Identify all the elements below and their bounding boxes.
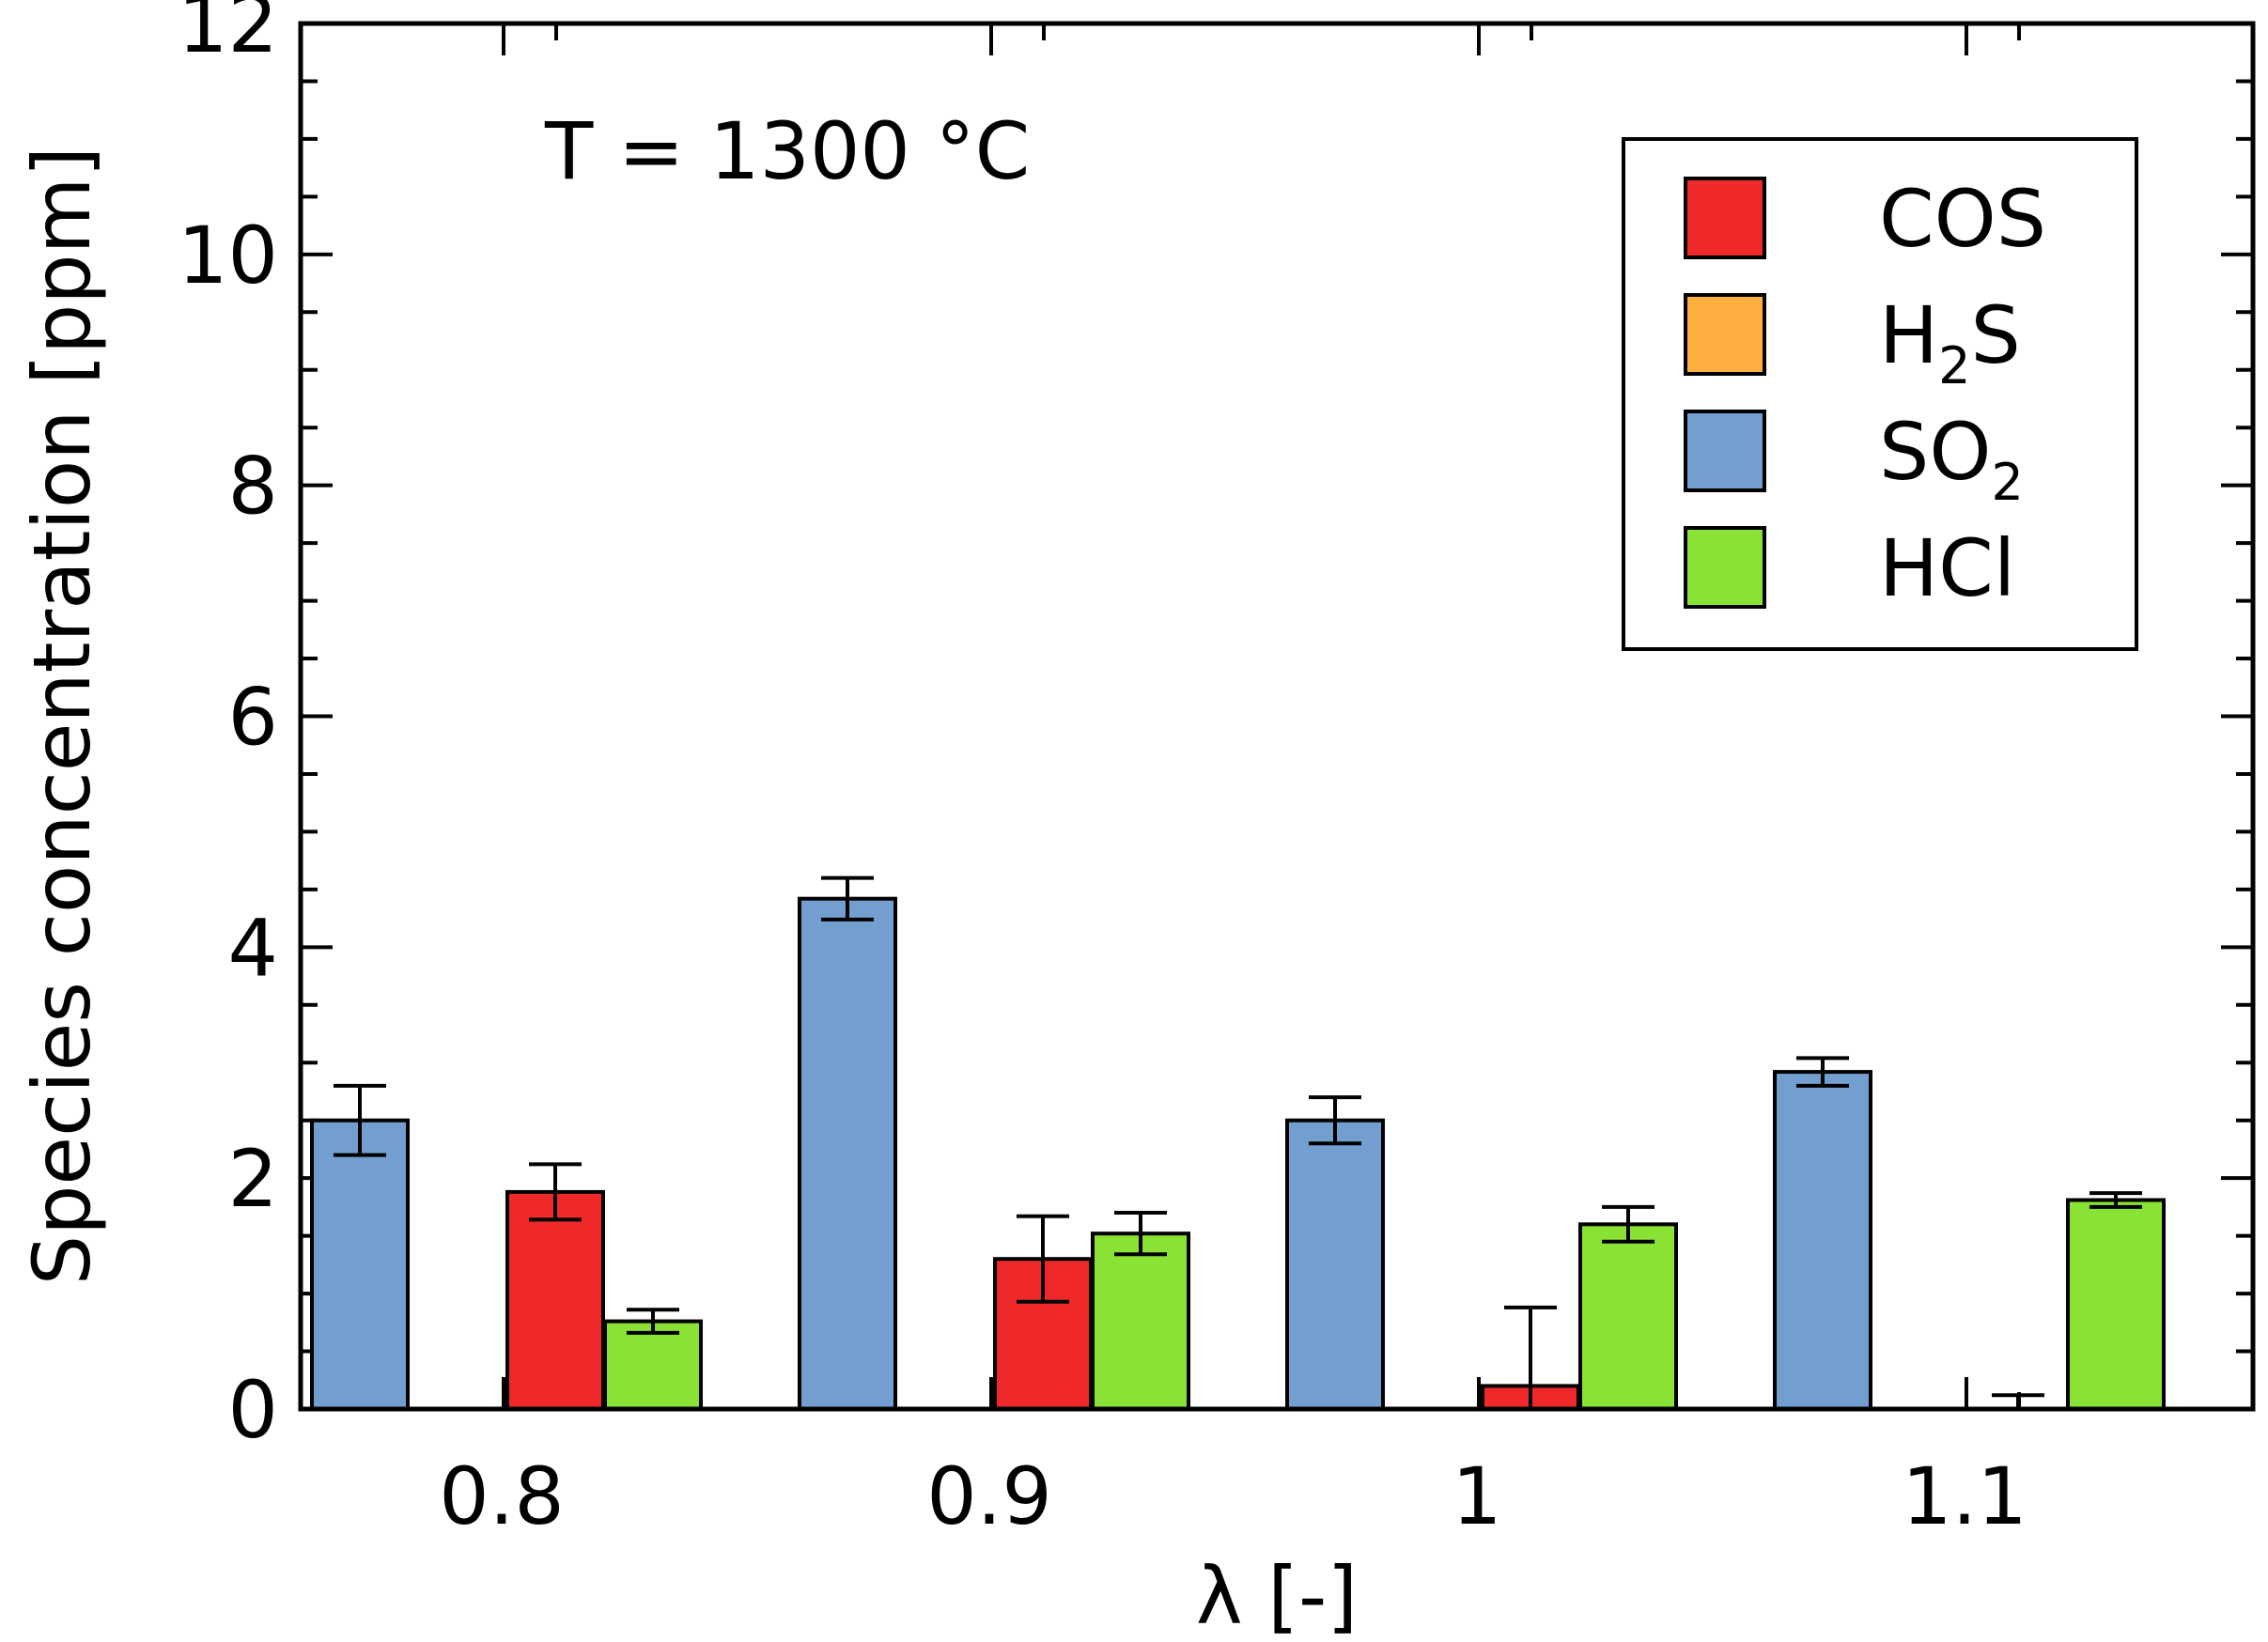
legend-item-hcl: HCl [1684, 522, 2015, 614]
legend-swatch [1684, 177, 1766, 259]
y-tick-label: 4 [228, 902, 278, 994]
error-bar-cos-1 [1504, 1305, 1557, 1409]
bar-hcl-1 [1578, 1222, 1678, 1412]
legend-item-cos: COS [1684, 173, 2046, 265]
tick-labels: 0 2 4 6 8 10 12 0.8 0.9 1 1.1 [178, 0, 2027, 1542]
x-tick-label: 1.1 [1902, 1450, 2027, 1542]
legend-item-so2: SO2 [1684, 406, 2024, 512]
y-tick-label: 12 [178, 0, 278, 70]
error-bars [334, 875, 2142, 1409]
legend-swatch [1684, 526, 1766, 609]
y-tick-label: 0 [228, 1364, 278, 1456]
bar-so2-1 [1285, 1118, 1385, 1412]
legend-label: COS [1879, 173, 2046, 265]
error-bar-so2-1.1 [1796, 1056, 1849, 1088]
y-axis-title: Species concentration [ppm] [16, 147, 108, 1285]
legend-swatch [1684, 293, 1766, 376]
error-bar-cos-0.9 [1017, 1214, 1069, 1304]
bars [310, 896, 2166, 1412]
bar-cos-0.8 [505, 1189, 605, 1411]
error-bar-so2-0.9 [821, 875, 874, 922]
y-tick-label: 6 [228, 672, 278, 764]
x-axis-title: λ [-] [1196, 1550, 1358, 1642]
x-tick-label: 0.9 [926, 1450, 1052, 1542]
y-tick-label: 10 [178, 209, 278, 302]
temperature-annotation: T = 1300 °C [544, 105, 1030, 197]
error-bar-hcl-0.9 [1114, 1211, 1167, 1257]
bar-hcl-0.9 [1091, 1232, 1190, 1411]
error-bar-so2-0.8 [334, 1083, 386, 1157]
plot-frame [298, 21, 2256, 1412]
error-bar-so2-1 [1309, 1095, 1361, 1146]
y-tick-label: 8 [228, 441, 278, 533]
x-tick-label: 0.8 [439, 1450, 565, 1542]
bar-so2-0.8 [310, 1118, 410, 1412]
bar-so2-0.9 [798, 896, 897, 1411]
bar-so2-1.1 [1773, 1070, 1872, 1412]
error-bar-hcl-1 [1602, 1204, 1654, 1244]
error-bar-hcl-1.1 [2089, 1191, 2142, 1209]
legend-swatch [1684, 410, 1766, 492]
error-bar-hcl-0.8 [627, 1308, 679, 1335]
error-bar-cos-0.8 [529, 1162, 582, 1222]
y-tick-label: 2 [228, 1133, 278, 1225]
bar-hcl-1.1 [2066, 1198, 2166, 1412]
legend-label: HCl [1879, 522, 2015, 614]
x-tick-label: 1 [1452, 1450, 1501, 1542]
bar-hcl-0.8 [603, 1319, 703, 1412]
